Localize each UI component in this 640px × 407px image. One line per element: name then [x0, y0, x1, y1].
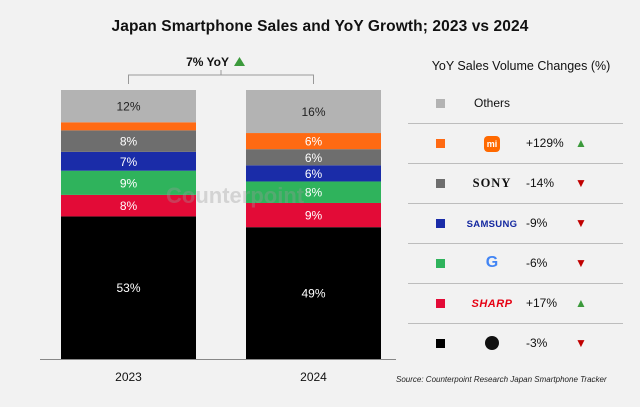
legend-brand-samsung: SAMSUNG: [456, 215, 528, 233]
bar-segment-google-2023: [61, 170, 196, 195]
data-label-sharp-2024: 9%: [305, 209, 323, 223]
chart-title: Japan Smartphone Sales and YoY Growth; 2…: [111, 18, 529, 35]
xiaomi-logo-icon: mi: [484, 136, 500, 152]
data-label-apple-2023: 53%: [116, 281, 140, 295]
google-logo-icon: G: [485, 254, 499, 271]
legend-brand-sony: SONY: [456, 175, 528, 191]
yoy-annotation-label: 7% YoY: [186, 55, 229, 69]
x-tick-label-2023: 2023: [115, 370, 142, 384]
bar-segment-xiaomi-2023: [61, 122, 196, 131]
legend-row-others: Others: [408, 84, 623, 123]
triangle-down-icon: ▼: [575, 216, 587, 230]
bar-segment-xiaomi-2024: [246, 133, 381, 150]
legend-row-apple: -3% ▼: [408, 323, 623, 363]
apple-logo-icon: [485, 336, 499, 350]
triangle-up-icon: ▲: [575, 296, 587, 310]
sony-logo: SONY: [472, 176, 512, 190]
data-label-samsung-2023: 7%: [120, 155, 138, 169]
legend-swatch-others: [436, 99, 445, 108]
legend-table: Others mi +129% ▲ SONY -14% ▼ SAMSUNG -9% ▼ G -6% ▼ S…: [408, 84, 623, 363]
bar-segment-samsung-2024: [246, 165, 381, 182]
bar-segment-sony-2024: [246, 149, 381, 166]
bar-segment-sharp-2024: [246, 202, 381, 228]
legend-change-sony: -14%: [526, 176, 555, 190]
data-label-sharp-2023: 8%: [120, 199, 138, 213]
bar-segment-others-2023: [61, 90, 196, 123]
legend-brand-google: G: [456, 255, 528, 271]
legend-swatch-apple: [436, 339, 445, 348]
source-note: Source: Counterpoint Research Japan Smar…: [396, 375, 607, 384]
yoy-bracket: [128, 74, 314, 84]
legend-swatch-google: [436, 259, 445, 268]
legend-change-google: -6%: [526, 256, 548, 270]
triangle-up-icon: [234, 57, 245, 66]
bar-segment-sony-2023: [61, 130, 196, 152]
legend-row-sony: SONY -14% ▼: [408, 163, 623, 203]
triangle-down-icon: ▼: [575, 256, 587, 270]
triangle-up-icon: ▲: [575, 136, 587, 150]
legend-brand-others: Others: [456, 95, 528, 111]
legend-change-samsung: -9%: [526, 216, 548, 230]
bar-segment-google-2024: [246, 181, 381, 203]
bars-layer: 53% 8% 9% 7% 8% 12% 2023 49% 9% 8% 6% 6% 6% 16% 2024: [40, 90, 396, 384]
data-label-others-2023: 12%: [116, 100, 140, 114]
legend-title: YoY Sales Volume Changes (%): [431, 59, 611, 73]
yoy-annotation: 7% YoY: [128, 55, 314, 84]
data-label-others-2024: 16%: [301, 105, 325, 119]
legend-change-sharp: +17%: [526, 296, 558, 310]
legend-row-xiaomi: mi +129% ▲: [408, 123, 623, 163]
data-label-samsung-2024: 6%: [305, 167, 323, 181]
legend-swatch-sony: [436, 179, 445, 188]
bar-segment-apple-2023: [61, 216, 196, 359]
bar-segment-others-2024: [246, 90, 381, 134]
x-tick-label-2024: 2024: [300, 370, 327, 384]
triangle-down-icon: ▼: [575, 336, 587, 350]
data-label-google-2023: 9%: [120, 176, 138, 190]
data-label-apple-2024: 49%: [301, 287, 325, 301]
legend-change-apple: -3%: [526, 336, 548, 350]
bar-segment-apple-2024: [246, 227, 381, 359]
legend-brand-xiaomi: mi: [456, 135, 528, 152]
legend-row-google: G -6% ▼: [408, 243, 623, 283]
legend-swatch-samsung: [436, 219, 445, 228]
data-label-sony-2023: 8%: [120, 135, 138, 149]
legend-brand-sharp: SHARP: [456, 295, 528, 312]
brand-label: Others: [473, 96, 510, 110]
legend-swatch-sharp: [436, 299, 445, 308]
bar-segment-sharp-2023: [61, 194, 196, 217]
legend-row-samsung: SAMSUNG -9% ▼: [408, 203, 623, 243]
sharp-logo: SHARP: [471, 298, 513, 310]
data-label-xiaomi-2024: 6%: [305, 135, 323, 149]
legend-swatch-xiaomi: [436, 139, 445, 148]
samsung-logo: SAMSUNG: [466, 219, 518, 230]
data-label-sony-2024: 6%: [305, 151, 323, 165]
legend-row-sharp: SHARP +17% ▲: [408, 283, 623, 323]
triangle-down-icon: ▼: [575, 176, 587, 190]
data-label-google-2024: 8%: [305, 186, 323, 200]
legend-brand-apple: [456, 335, 528, 354]
watermark: Counterpoint: [166, 183, 305, 208]
bar-segment-samsung-2023: [61, 151, 196, 171]
legend-change-xiaomi: +129%: [526, 136, 564, 150]
